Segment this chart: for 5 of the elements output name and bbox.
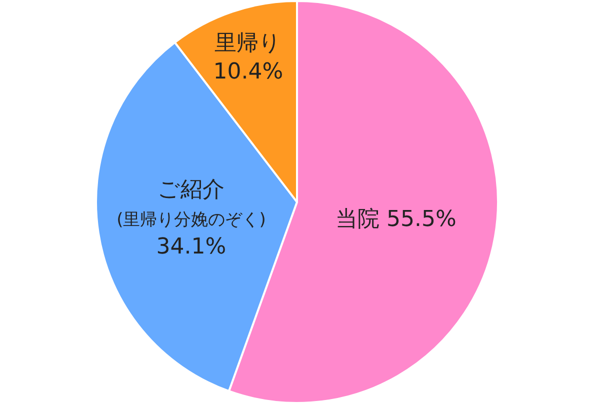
slice-label: 当院 55.5% bbox=[336, 206, 456, 232]
data-label: 10.4% bbox=[213, 60, 284, 85]
slice-label: ご紹介 (里帰り分娩のぞく) bbox=[116, 177, 266, 230]
slice-label: 里帰り bbox=[214, 31, 282, 56]
data-label: 34.1% bbox=[156, 234, 226, 260]
